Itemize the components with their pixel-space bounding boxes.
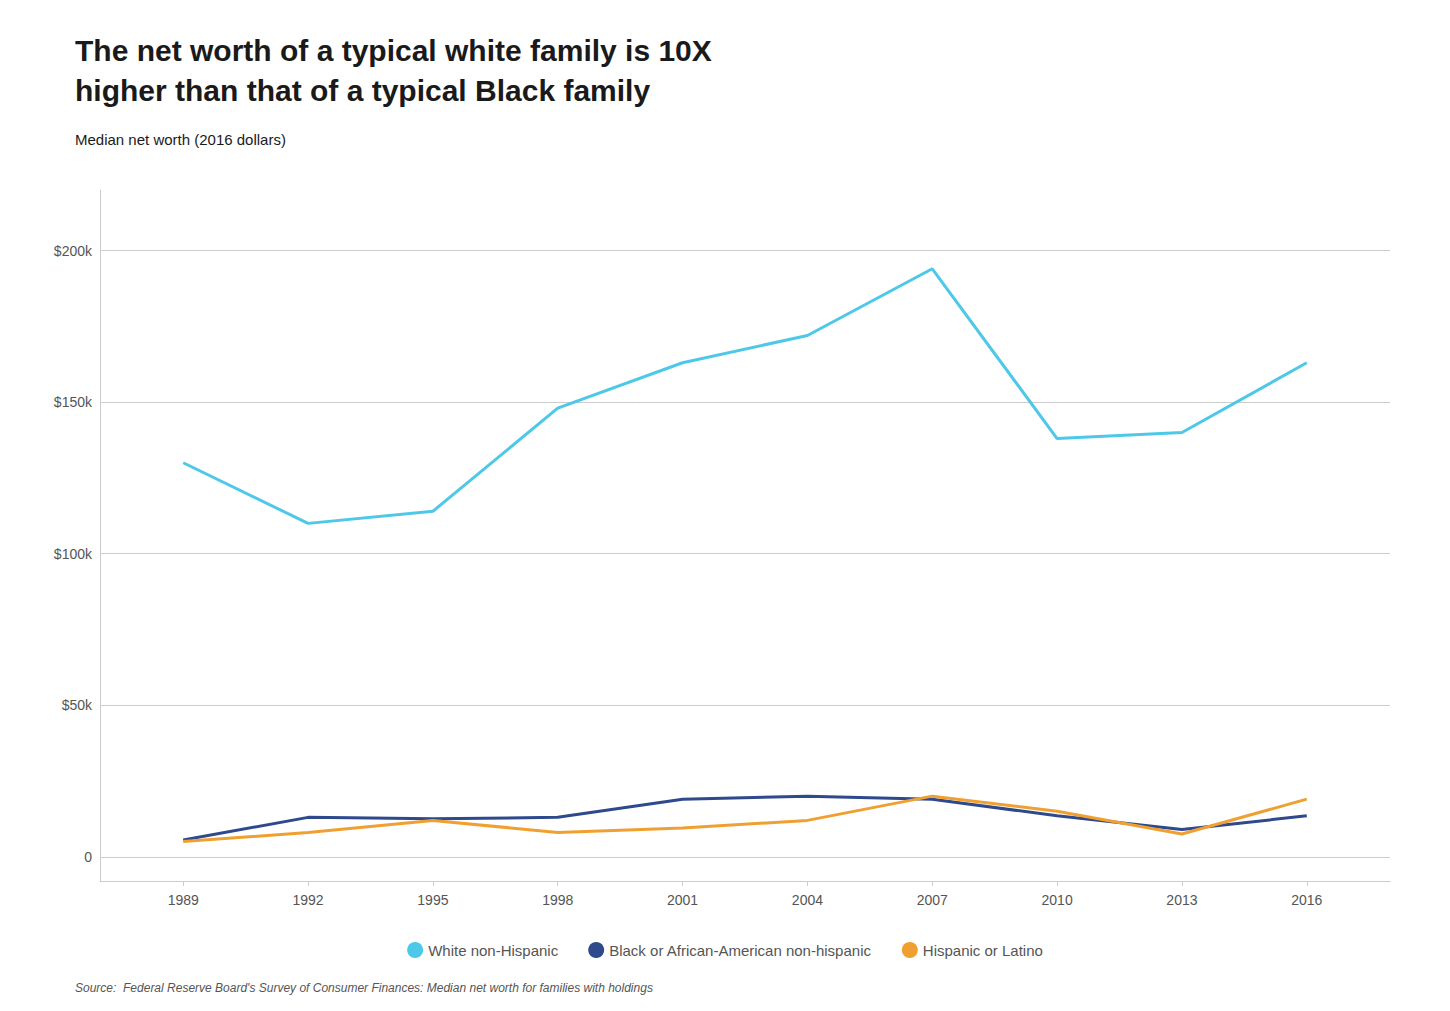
svg-text:1992: 1992 bbox=[292, 892, 323, 908]
svg-text:$150k: $150k bbox=[54, 394, 93, 410]
svg-text:Source: Federal Reserve Board: Source: Federal Reserve Board's Survey o… bbox=[75, 981, 653, 995]
svg-text:1989: 1989 bbox=[168, 892, 199, 908]
svg-text:Median net worth (2016 dollars: Median net worth (2016 dollars) bbox=[75, 131, 286, 148]
svg-text:$50k: $50k bbox=[62, 697, 93, 713]
svg-text:$200k: $200k bbox=[54, 243, 93, 259]
svg-text:0: 0 bbox=[84, 849, 92, 865]
svg-text:2016: 2016 bbox=[1291, 892, 1322, 908]
svg-text:$100k: $100k bbox=[54, 546, 93, 562]
svg-text:2010: 2010 bbox=[1042, 892, 1073, 908]
svg-text:White non-Hispanic: White non-Hispanic bbox=[428, 942, 559, 959]
svg-text:1995: 1995 bbox=[417, 892, 448, 908]
svg-text:The net worth of a typical whi: The net worth of a typical white family … bbox=[75, 34, 712, 67]
svg-text:2007: 2007 bbox=[917, 892, 948, 908]
svg-text:2001: 2001 bbox=[667, 892, 698, 908]
svg-text:1998: 1998 bbox=[542, 892, 573, 908]
svg-text:Black or African-American non-: Black or African-American non-hispanic bbox=[609, 942, 871, 959]
svg-text:Hispanic or Latino: Hispanic or Latino bbox=[923, 942, 1043, 959]
svg-text:higher than that of a typical: higher than that of a typical Black fami… bbox=[75, 74, 650, 107]
svg-text:2004: 2004 bbox=[792, 892, 823, 908]
svg-text:2013: 2013 bbox=[1166, 892, 1197, 908]
